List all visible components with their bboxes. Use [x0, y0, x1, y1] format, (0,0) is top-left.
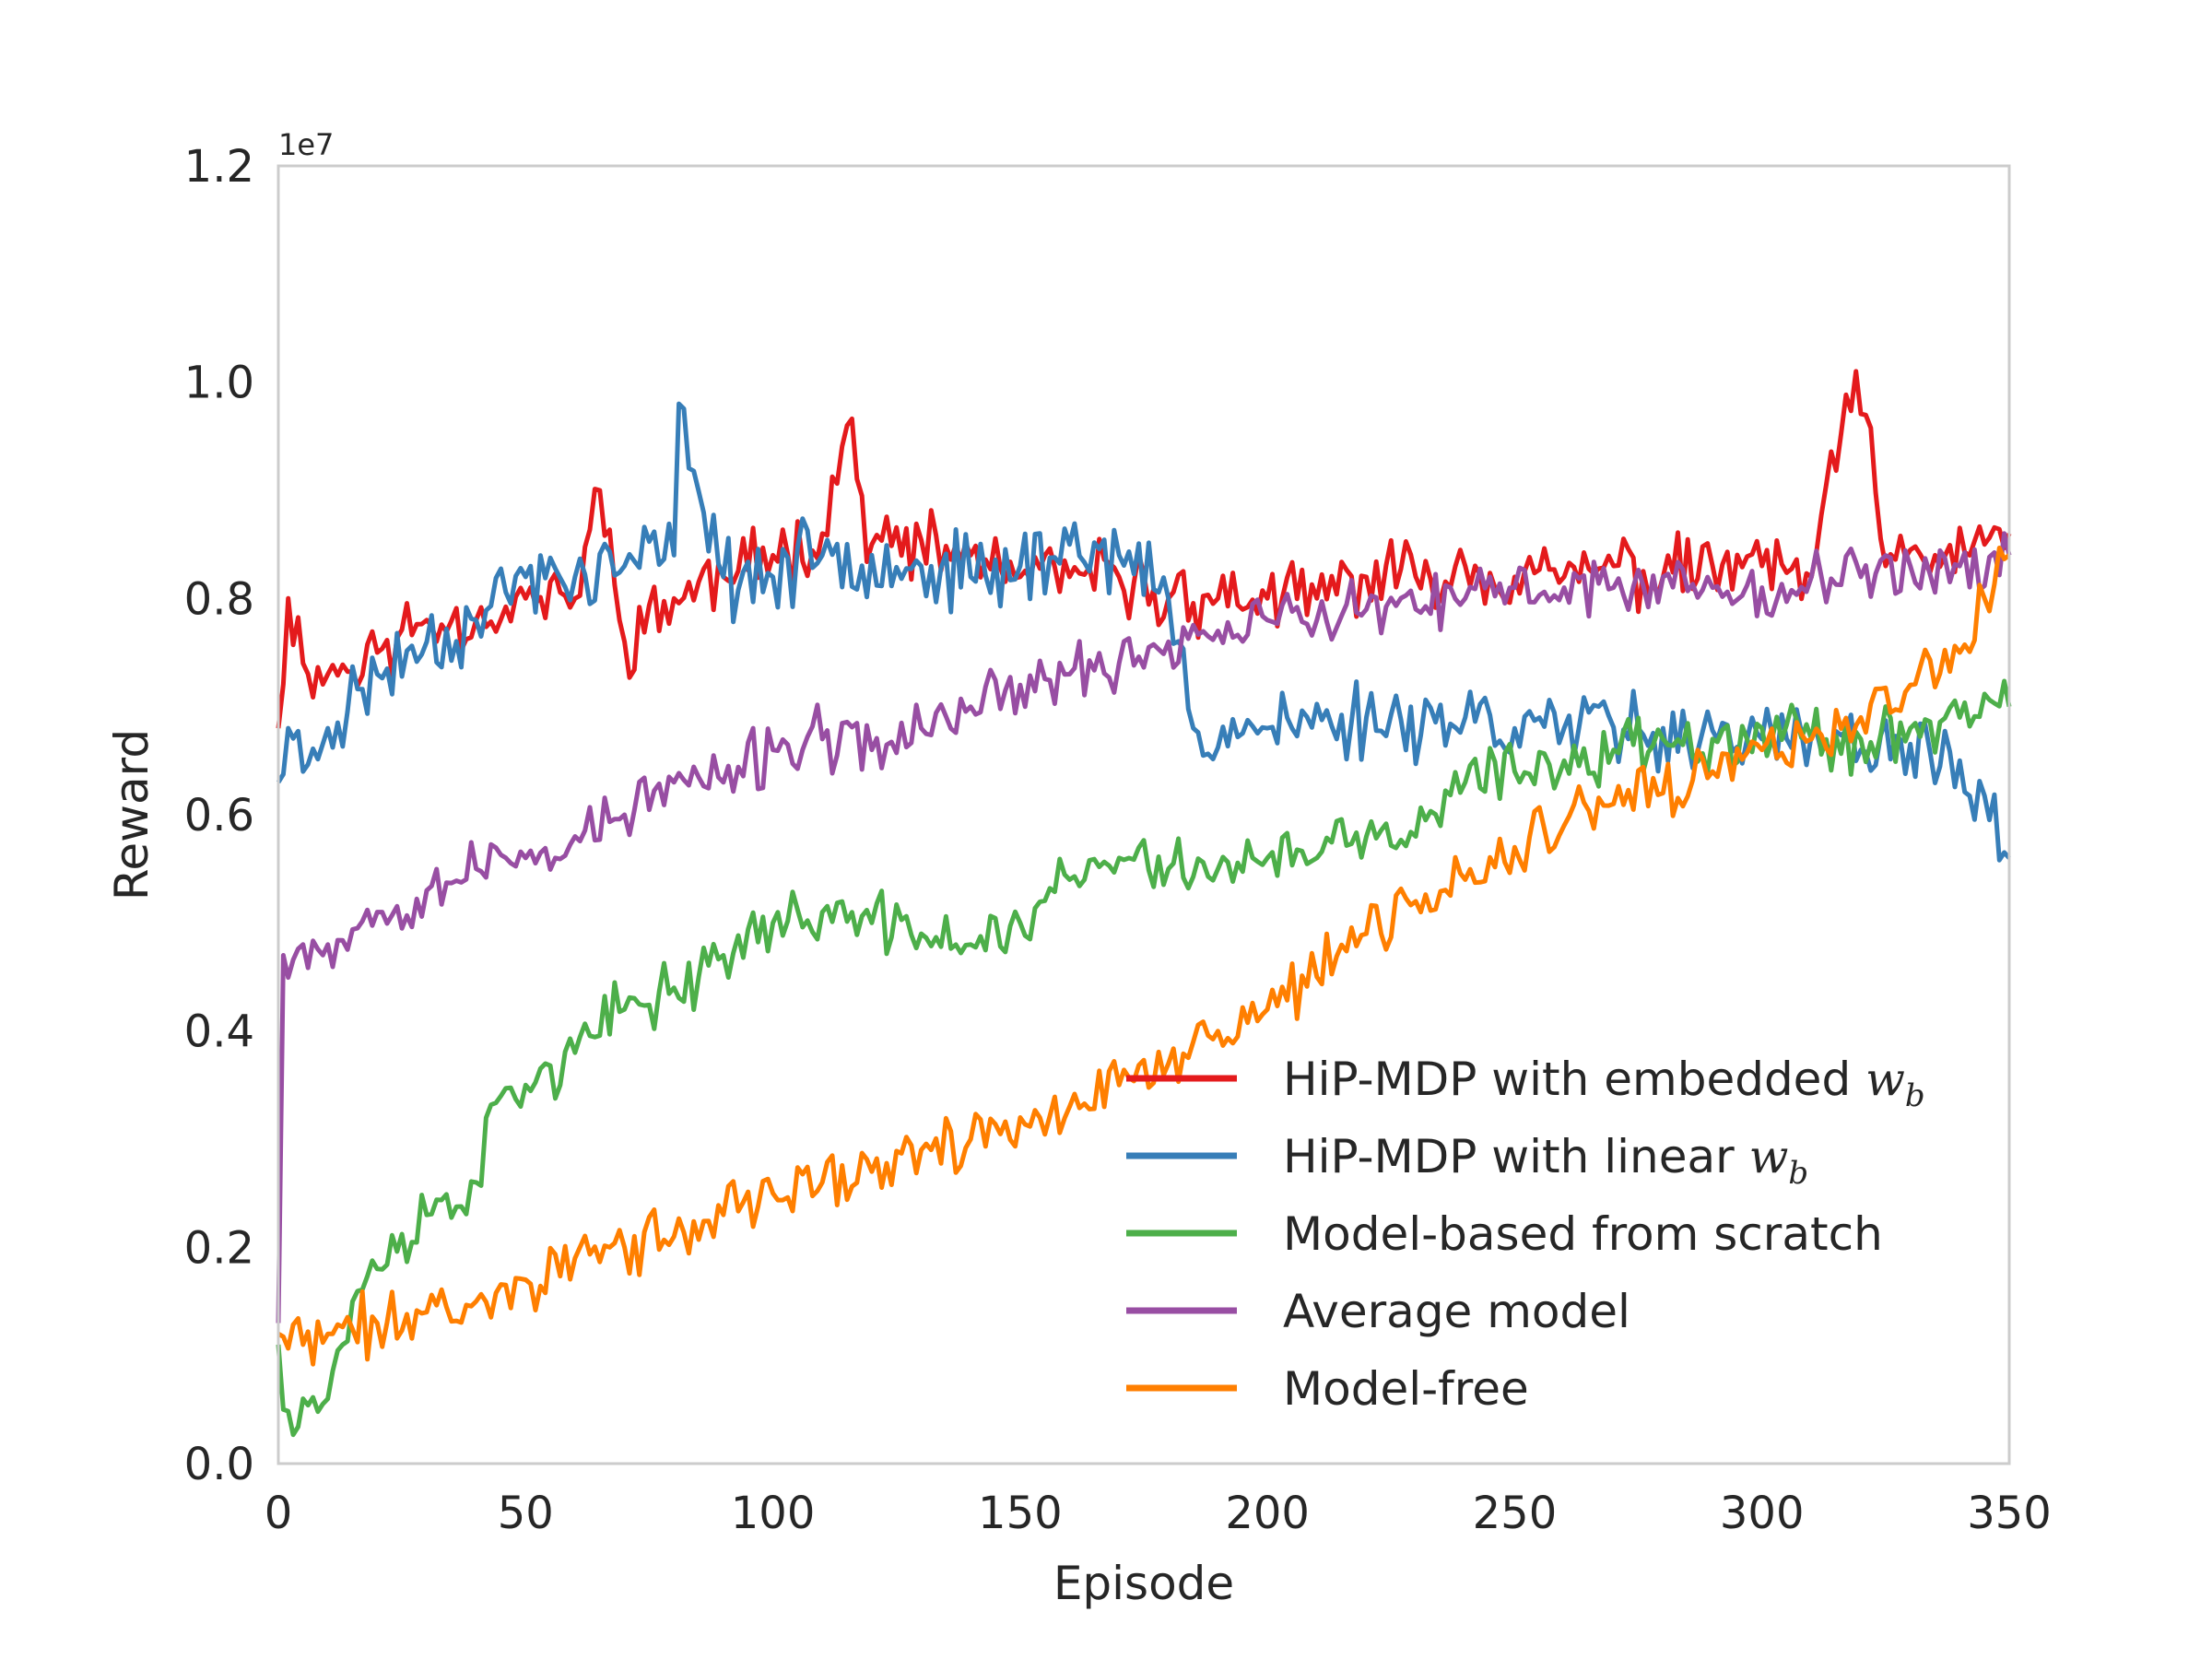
x-tick-label: 300 [1720, 1488, 1805, 1539]
y-tick-labels: 0.0 0.2 0.4 0.6 0.8 1.0 1.2 [184, 141, 254, 1490]
series-line [276, 678, 2012, 1438]
legend-label: Model-free [1283, 1362, 1529, 1416]
legend-label: Average model [1283, 1285, 1630, 1338]
x-tick-labels: 0 50 100 150 200 250 300 350 [265, 1488, 2052, 1539]
x-tick-label: 0 [265, 1488, 293, 1539]
legend: HiP-MDP with embedded wb HiP-MDP with lin… [1126, 1053, 1925, 1416]
series-line [276, 546, 2011, 1367]
x-tick-label: 250 [1473, 1488, 1558, 1539]
x-axis-label: Episode [1053, 1557, 1234, 1610]
legend-label: HiP-MDP with embedded wb [1283, 1053, 1925, 1114]
y-tick-label: 0.4 [184, 1006, 254, 1058]
y-tick-label: 0.0 [184, 1439, 254, 1490]
y-tick-label: 1.0 [184, 358, 254, 409]
y-tick-label: 0.8 [184, 573, 254, 625]
y-tick-label: 1.2 [184, 141, 254, 193]
y-tick-label: 0.2 [184, 1222, 254, 1274]
y-axis-label: Reward [105, 729, 159, 900]
plot-area [276, 164, 2012, 1465]
series-line [276, 531, 2012, 1324]
y-tick-label: 0.6 [184, 790, 254, 841]
x-tick-label: 200 [1225, 1488, 1310, 1539]
x-tick-label: 350 [1967, 1488, 2052, 1539]
x-tick-label: 150 [978, 1488, 1063, 1539]
legend-label: Model-based from scratch [1283, 1207, 1883, 1261]
x-tick-label: 100 [731, 1488, 816, 1539]
x-tick-label: 50 [498, 1488, 554, 1539]
legend-label: HiP-MDP with linear wb [1283, 1130, 1808, 1192]
axes-frame [276, 164, 2011, 1465]
y-offset-label: 1e7 [278, 127, 334, 162]
series-lines [276, 369, 2012, 1438]
